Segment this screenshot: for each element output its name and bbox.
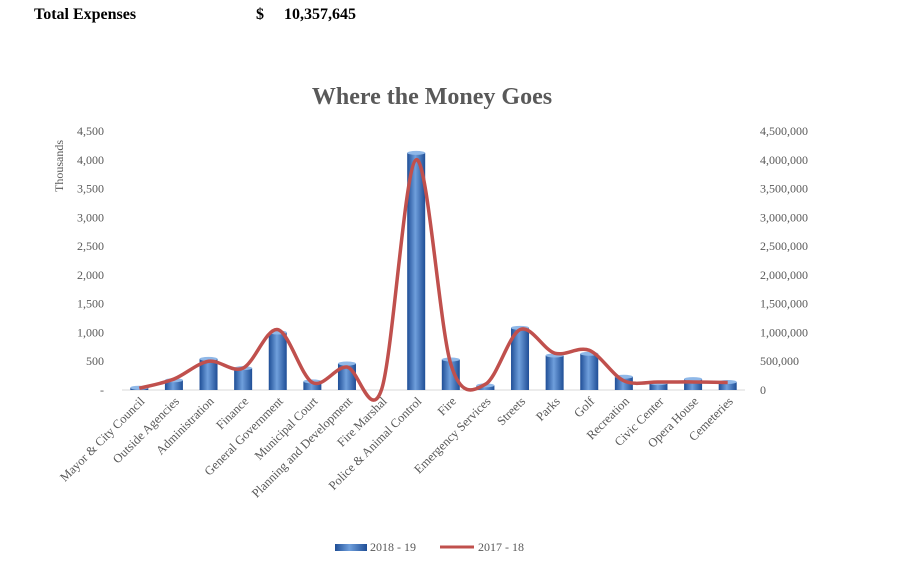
y-right-tick-label: 2,000,000 <box>760 268 808 282</box>
y-left-tick-label: 500 <box>86 354 104 368</box>
y-right-tick-label: 3,000,000 <box>760 210 808 224</box>
bar-4 <box>268 332 287 390</box>
y-left-tick-label: 1,500 <box>77 297 104 311</box>
bar-16 <box>684 379 703 390</box>
y-left-axis-label: Thousands <box>52 140 66 192</box>
bar-11 <box>511 327 530 390</box>
chart-title: Where the Money Goes <box>312 84 552 110</box>
bar-5 <box>303 381 322 390</box>
bar-15 <box>649 383 668 390</box>
bar-13 <box>580 353 599 390</box>
bar-cap-6 <box>337 361 356 366</box>
chart-legend: 2018 - 19 2017 - 18 <box>335 540 524 554</box>
y-left-tick-label: - <box>100 383 104 397</box>
y-right-tick-label: 500,000 <box>760 354 799 368</box>
bar-17 <box>718 381 737 390</box>
y-right-tick-label: 0 <box>760 383 766 397</box>
bar-14 <box>614 376 633 390</box>
bar-1 <box>164 380 183 390</box>
line-series-2017-18 <box>138 158 728 402</box>
y-right-tick-label: 4,500,000 <box>760 124 808 138</box>
y-right-tick-label: 1,500,000 <box>760 297 808 311</box>
currency-symbol: $ <box>256 6 264 23</box>
bar-10 <box>476 385 495 390</box>
y-left-tick-label: 3,000 <box>77 210 104 224</box>
total-expenses-amount: 10,357,645 <box>284 6 356 23</box>
bar-3 <box>234 368 253 390</box>
y-left-tick-label: 4,500 <box>77 124 104 138</box>
y-left-tick-label: 2,000 <box>77 268 104 282</box>
category-label-9: Fire <box>435 394 459 418</box>
bar-8 <box>407 152 426 390</box>
legend-label-bar: 2018 - 19 <box>370 540 416 554</box>
y-left-tick-label: 3,500 <box>77 182 104 196</box>
y-right-tick-label: 4,000,000 <box>760 153 808 167</box>
y-right-tick-label: 1,000,000 <box>760 325 808 339</box>
total-expenses-label: Total Expenses <box>34 6 137 23</box>
category-label-12: Parks <box>533 394 563 424</box>
bar-12 <box>545 355 564 390</box>
legend-swatch-bar <box>335 544 367 551</box>
category-label-11: Streets <box>494 394 528 428</box>
bar-cap-8 <box>407 150 426 155</box>
bar-9 <box>441 359 460 390</box>
y-left-tick-label: 4,000 <box>77 153 104 167</box>
y-left-tick-label: 1,000 <box>77 325 104 339</box>
y-right-tick-label: 3,500,000 <box>760 182 808 196</box>
bar-2 <box>199 358 218 390</box>
legend-label-line: 2017 - 18 <box>478 540 524 554</box>
category-label-13: Golf <box>571 394 598 421</box>
bar-cap-16 <box>684 377 703 382</box>
y-left-tick-label: 2,500 <box>77 239 104 253</box>
y-right-tick-label: 2,500,000 <box>760 239 808 253</box>
